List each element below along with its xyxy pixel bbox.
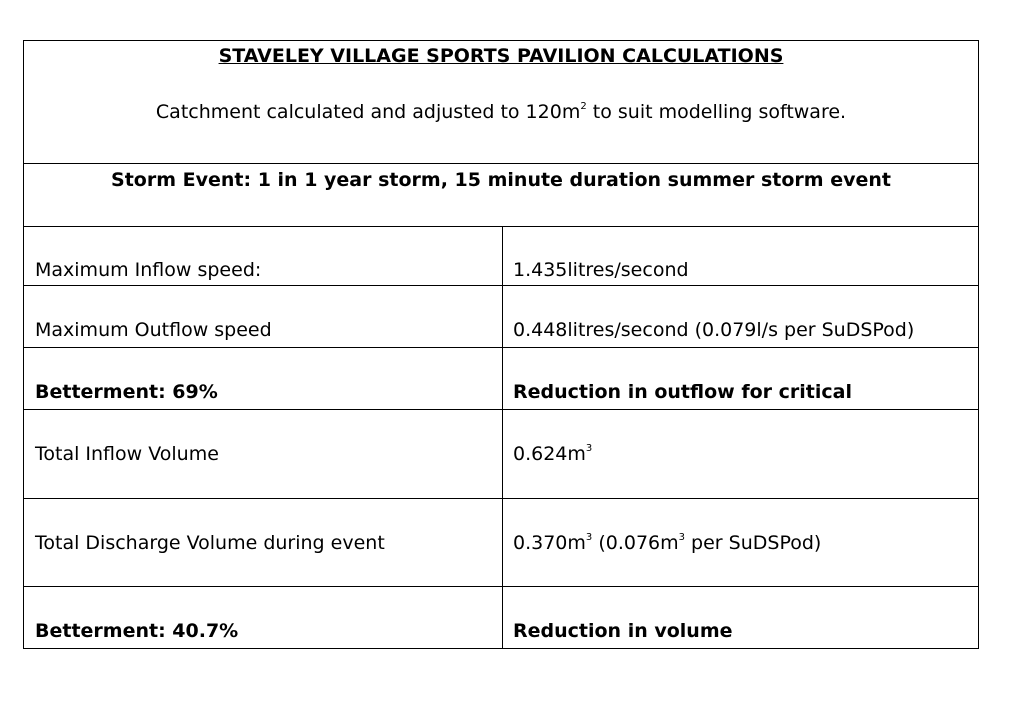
cubic-superscript: 3 (585, 532, 593, 543)
max-outflow-value: 0.448litres/second (0.079l/s per SuDSPod… (513, 319, 915, 341)
divider (24, 226, 978, 227)
cubic-superscript: 3 (585, 443, 593, 454)
document-title: STAVELEY VILLAGE SPORTS PAVILION CALCULA… (218, 45, 784, 67)
divider (24, 586, 978, 587)
total-discharge-number: 0.370m (513, 532, 586, 554)
total-inflow-volume-label: Total Inflow Volume (35, 443, 219, 465)
volume-betterment-label: Betterment: 40.7% (35, 620, 239, 642)
total-inflow-volume-value: 0.624m3 (513, 443, 592, 465)
calculations-table: STAVELEY VILLAGE SPORTS PAVILION CALCULA… (23, 40, 979, 649)
cubic-superscript: 3 (678, 532, 686, 543)
outflow-betterment-value: Reduction in outflow for critical (513, 381, 852, 403)
catchment-note-text-end: to suit modelling software. (586, 101, 847, 123)
max-outflow-label: Maximum Outflow speed (35, 319, 272, 341)
total-inflow-volume-number: 0.624m (513, 443, 586, 465)
volume-betterment-value: Reduction in volume (513, 620, 733, 642)
max-inflow-value: 1.435litres/second (513, 259, 689, 281)
divider (24, 347, 978, 348)
per-pod-text: per SuDSPod) (685, 532, 822, 554)
divider (24, 409, 978, 410)
catchment-note: Catchment calculated and adjusted to 120… (24, 101, 978, 123)
divider (24, 498, 978, 499)
total-discharge-volume-label: Total Discharge Volume during event (35, 532, 385, 554)
catchment-note-superscript: 2 (580, 101, 587, 112)
column-divider (502, 226, 503, 648)
divider (24, 285, 978, 286)
outflow-betterment-label: Betterment: 69% (35, 381, 218, 403)
storm-event-heading: Storm Event: 1 in 1 year storm, 15 minut… (111, 169, 891, 191)
max-inflow-label: Maximum Inflow speed: (35, 259, 262, 281)
divider (24, 163, 978, 164)
per-pod-number: (0.076m (592, 532, 679, 554)
total-discharge-volume-value: 0.370m3 (0.076m3 per SuDSPod) (513, 532, 821, 554)
catchment-note-text: Catchment calculated and adjusted to 120… (155, 101, 581, 123)
